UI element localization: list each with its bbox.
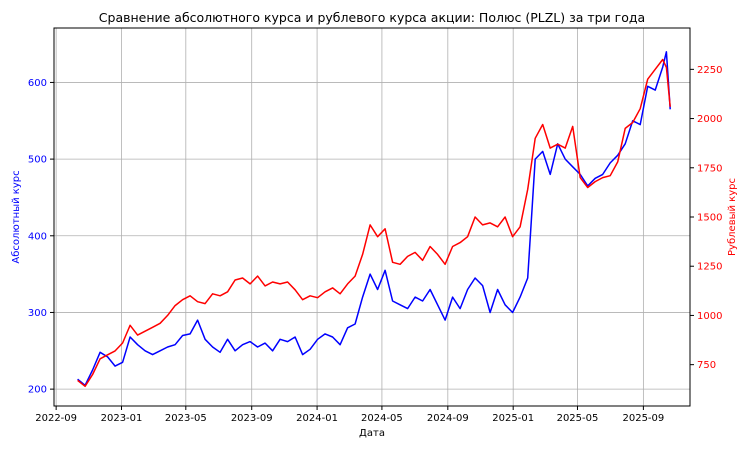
x-axis-label: Дата <box>359 428 385 439</box>
series-line-ruble <box>77 58 671 388</box>
y-left-tick-label: 300 <box>28 308 47 319</box>
y-axis-right: 750 1000 1250 1500 1750 2000 2250 <box>690 65 722 371</box>
y-left-tick-label: 200 <box>28 385 47 396</box>
y-left-tick-label: 400 <box>28 231 47 242</box>
chart-title: Сравнение абсолютного курса и рублевого … <box>99 10 645 25</box>
y-right-tick-label: 2250 <box>697 65 722 76</box>
x-tick-label: 2024-05 <box>361 413 403 424</box>
x-tick-label: 2023-01 <box>101 413 143 424</box>
y-right-tick-label: 2000 <box>697 114 722 125</box>
y-axis-right-label: Рублевый курс <box>727 178 738 256</box>
x-tick-label: 2024-09 <box>427 413 469 424</box>
y-right-tick-label: 1250 <box>697 262 722 273</box>
y-axis-left: 200 300 400 500 600 <box>28 78 54 396</box>
y-right-tick-label: 1500 <box>697 213 722 224</box>
x-tick-label: 2022-09 <box>35 413 77 424</box>
x-tick-label: 2025-09 <box>622 413 664 424</box>
x-tick-label: 2024-01 <box>296 413 338 424</box>
series-layer <box>77 51 671 388</box>
x-tick-label: 2023-05 <box>165 413 207 424</box>
y-left-tick-label: 500 <box>28 155 47 166</box>
x-tick-label: 2023-09 <box>231 413 273 424</box>
y-right-tick-label: 1750 <box>697 163 722 174</box>
y-left-tick-label: 600 <box>28 78 47 89</box>
x-axis: 2022-09 2023-01 2023-05 2023-09 2024-01 2024-… <box>35 406 664 424</box>
y-right-tick-label: 1000 <box>697 311 722 322</box>
plot-background <box>54 28 690 406</box>
series-line-absolute <box>77 51 671 387</box>
grid <box>54 28 690 406</box>
y-right-tick-label: 750 <box>697 360 716 371</box>
x-tick-label: 2025-05 <box>557 413 599 424</box>
x-tick-label: 2025-01 <box>492 413 534 424</box>
y-axis-left-label: Абсолютный курс <box>11 170 22 263</box>
